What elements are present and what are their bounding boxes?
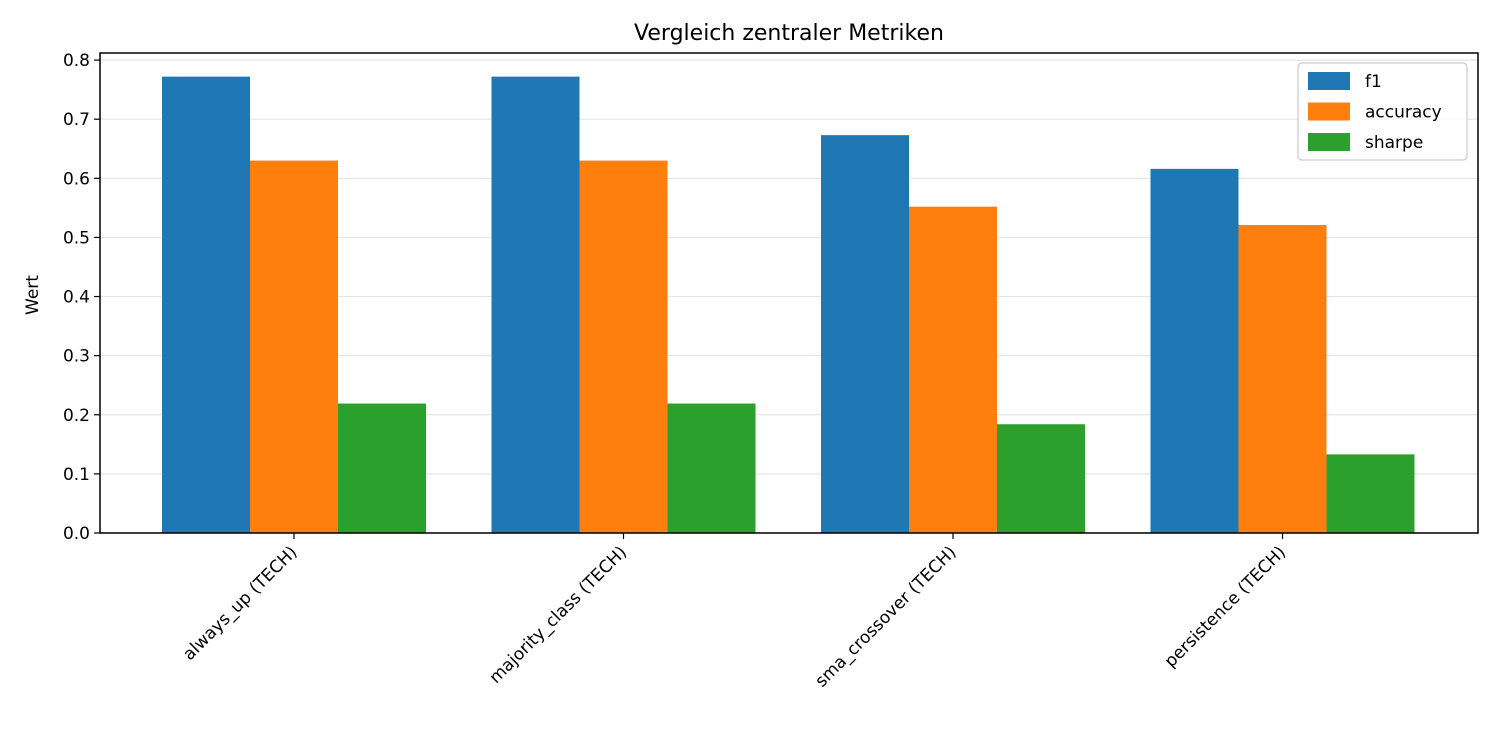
bar-sharpe [667, 403, 756, 533]
legend-swatch-accuracy [1308, 102, 1350, 121]
bar-sharpe [1326, 454, 1415, 533]
chart-title: Vergleich zentraler Metriken [634, 21, 944, 46]
bars-group [162, 76, 1415, 534]
bar-sharpe [338, 403, 426, 533]
bar-f1 [1150, 168, 1239, 534]
bar-accuracy [1238, 225, 1327, 533]
y-tick-label: 0.3 [63, 347, 90, 367]
y-axis-label: Wert [23, 275, 43, 315]
y-tick-label: 0.2 [63, 406, 90, 426]
y-tick-label: 0.1 [63, 465, 90, 485]
y-tick-label: 0.6 [63, 169, 90, 189]
legend-label-sharpe: sharpe [1365, 133, 1423, 153]
y-axis: 0.0 0.1 0.2 0.3 0.4 0.5 0.6 0.7 0.8 [63, 51, 100, 544]
plot-area-frame [99, 52, 1479, 534]
y-tick-label: 0.0 [63, 524, 90, 544]
bar-accuracy [909, 206, 997, 533]
legend-label-f1: f1 [1365, 72, 1382, 92]
y-tick-label: 0.7 [63, 110, 90, 130]
bar-f1 [491, 76, 580, 533]
bar-f1 [162, 76, 250, 533]
legend-swatch-f1 [1308, 72, 1350, 90]
bar-sharpe [997, 424, 1085, 533]
y-tick-label: 0.5 [63, 228, 90, 248]
bar-accuracy [579, 160, 668, 533]
bar-accuracy [250, 160, 338, 533]
legend-swatch-sharpe [1308, 133, 1350, 151]
legend: f1 accuracy sharpe [1297, 62, 1468, 161]
y-tick-label: 0.8 [63, 51, 90, 71]
legend-label-accuracy: accuracy [1365, 103, 1442, 123]
bar-f1 [821, 135, 909, 533]
y-tick-label: 0.4 [63, 288, 90, 308]
